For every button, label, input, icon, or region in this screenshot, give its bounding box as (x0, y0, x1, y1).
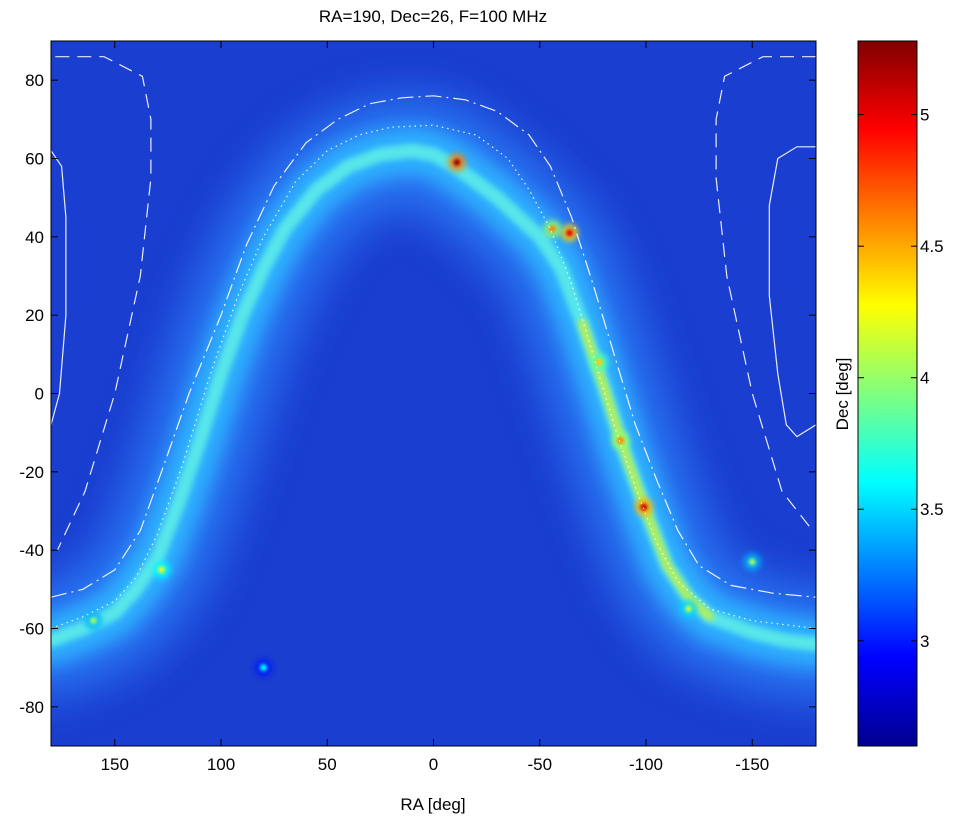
y-axis: 80 60 40 20 0 -20 -40 -60 -80 (19, 71, 816, 717)
y-tick-label: -60 (19, 620, 44, 639)
y-tick-label: 60 (25, 150, 44, 169)
hotspot (617, 437, 624, 444)
plot-area (50, 40, 817, 747)
heatmap-layers (51, 95, 816, 700)
contour-dashed (715, 56, 816, 528)
contour-solid (768, 146, 816, 438)
hotspot (566, 229, 573, 237)
hotspot (685, 605, 692, 613)
colorbar: 5 4.5 4 3.5 3 Dec [deg] (833, 40, 944, 747)
x-tick-label: -150 (735, 755, 769, 774)
y-tick-label: 40 (25, 228, 44, 247)
hotspot (595, 358, 603, 366)
colorbar-label: Dec [deg] (833, 358, 852, 431)
x-axis-label: RA [deg] (400, 795, 465, 814)
x-tick-label: 150 (101, 755, 129, 774)
y-tick-label: 20 (25, 306, 44, 325)
y-tick-label: -80 (19, 698, 44, 717)
contour-dash-dot (51, 95, 816, 598)
x-axis: 150 100 50 0 -50 -100 -150 (101, 41, 769, 774)
y-tick-label: -40 (19, 541, 44, 560)
hotspot (453, 158, 461, 166)
colorbar-tick-label: 4 (920, 369, 929, 388)
x-tick-label: 50 (318, 755, 337, 774)
x-tick-label: -50 (527, 755, 552, 774)
colorbar-tick-label: 4.5 (920, 237, 944, 256)
overlay-contours (51, 56, 816, 630)
x-tick-label: -100 (629, 755, 663, 774)
hotspot (748, 558, 756, 566)
x-tick-label: 100 (207, 755, 235, 774)
y-tick-label: 0 (35, 385, 44, 404)
chart-title: RA=190, Dec=26, F=100 MHz (319, 7, 547, 26)
colorbar-ticks: 5 4.5 4 3.5 3 (858, 106, 944, 651)
colorbar-tick-label: 3 (920, 632, 929, 651)
contour-dotted (51, 124, 816, 630)
colorbar-gradient (857, 40, 918, 747)
y-tick-label: 80 (25, 71, 44, 90)
hotspot (640, 503, 648, 511)
colorbar-tick-label: 3.5 (920, 500, 944, 519)
hotspot (549, 225, 556, 233)
contour-solid (51, 150, 67, 425)
hotspot (260, 664, 267, 672)
y-tick-label: -20 (19, 463, 44, 482)
x-tick-label: 0 (429, 755, 438, 774)
hotspot (90, 617, 97, 625)
colorbar-tick-label: 5 (920, 106, 929, 125)
hotspot (158, 566, 165, 574)
